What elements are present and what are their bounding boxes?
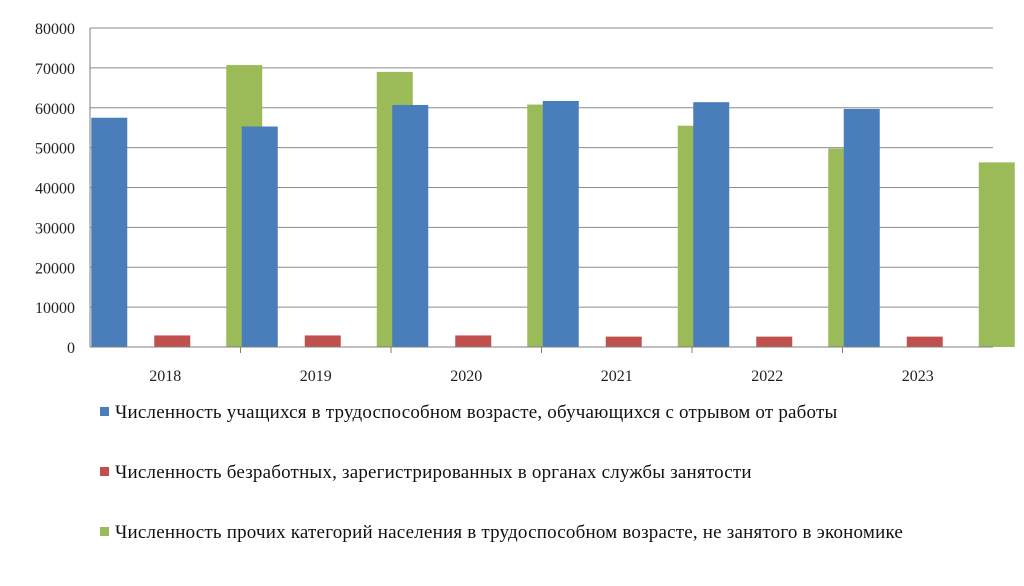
y-tick-label: 50000 bbox=[35, 141, 75, 158]
x-tick-label: 2019 bbox=[300, 368, 332, 385]
bar-2018-series-2 bbox=[154, 335, 191, 347]
bar-2023-series-2 bbox=[906, 336, 943, 347]
legend-label-other: Численность прочих категорий населения в… bbox=[115, 522, 904, 543]
bar-2020-series-1 bbox=[392, 104, 429, 348]
bar-2018-series-1 bbox=[91, 117, 128, 347]
legend-item-unemployed: Численность безработных, зарегистрирован… bbox=[100, 460, 980, 485]
legend-swatch-blue bbox=[100, 407, 109, 416]
bar-2022-series-2 bbox=[756, 336, 793, 347]
legend-item-other: Численность прочих категорий населения в… bbox=[100, 520, 980, 545]
y-tick-label: 60000 bbox=[35, 101, 75, 118]
bar-2023-series-1 bbox=[843, 108, 880, 347]
x-tick-label: 2020 bbox=[450, 368, 482, 385]
legend-swatch-red bbox=[100, 467, 109, 476]
bar-2022-series-1 bbox=[693, 102, 730, 347]
bar-2021-series-2 bbox=[605, 336, 642, 347]
legend-swatch-green bbox=[100, 527, 109, 536]
x-tick-label: 2023 bbox=[902, 368, 934, 385]
legend-item-students: Численность учащихся в трудоспособном во… bbox=[100, 400, 980, 425]
x-axis-ticks: 2018 2019 2020 2021 2022 2023 bbox=[149, 347, 934, 385]
bar-chart: 0 10000 20000 30000 40000 50000 60000 70000 8000… bbox=[35, 21, 1015, 385]
y-tick-label: 80000 bbox=[35, 21, 75, 38]
y-tick-label: 20000 bbox=[35, 260, 75, 277]
bars bbox=[91, 65, 1015, 348]
x-tick-label: 2021 bbox=[601, 368, 633, 385]
legend-label-unemployed: Численность безработных, зарегистрирован… bbox=[115, 462, 752, 483]
y-tick-label: 30000 bbox=[35, 220, 75, 237]
bar-2019-series-2 bbox=[304, 335, 341, 347]
x-tick-label: 2022 bbox=[751, 368, 783, 385]
legend-label-students: Численность учащихся в трудоспособном во… bbox=[115, 402, 838, 423]
x-tick-label: 2018 bbox=[149, 368, 181, 385]
bar-2021-series-1 bbox=[542, 100, 579, 347]
y-tick-label: 10000 bbox=[35, 300, 75, 317]
bar-2020-series-2 bbox=[455, 335, 492, 347]
y-tick-label: 40000 bbox=[35, 181, 75, 198]
y-tick-label: 0 bbox=[67, 340, 75, 357]
y-tick-label: 70000 bbox=[35, 61, 75, 78]
bar-2023-series-3 bbox=[978, 162, 1015, 347]
bar-2019-series-1 bbox=[241, 126, 278, 348]
y-axis-ticks: 0 10000 20000 30000 40000 50000 60000 70000 8000… bbox=[35, 21, 75, 357]
